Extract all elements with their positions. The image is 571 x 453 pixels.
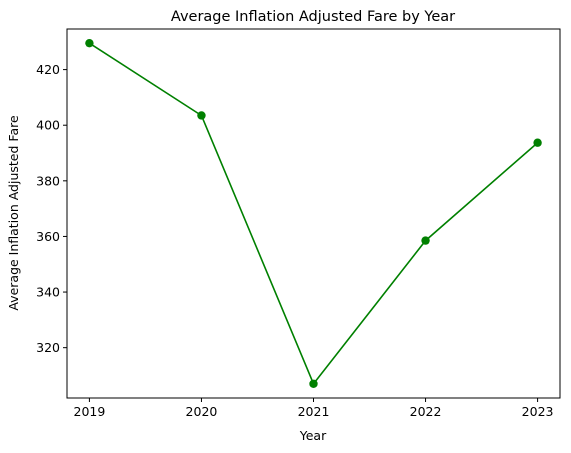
y-tick-label: 380 <box>36 173 60 188</box>
y-axis-label: Average Inflation Adjusted Fare <box>6 115 21 311</box>
data-point <box>85 38 94 48</box>
chart-title: Average Inflation Adjusted Fare by Year <box>171 9 455 25</box>
y-tick-label: 320 <box>36 340 60 355</box>
x-axis-label: Year <box>299 428 327 443</box>
x-tick-label: 2023 <box>522 404 554 419</box>
data-point <box>197 111 206 120</box>
y-tick-label: 340 <box>36 285 60 300</box>
x-tick-label: 2020 <box>186 404 218 419</box>
x-axis: 2019 2020 2021 2022 2023 <box>74 398 554 419</box>
y-tick-label: 400 <box>36 118 60 133</box>
data-point <box>309 379 318 389</box>
y-tick-label: 420 <box>36 62 60 77</box>
series-line <box>88 42 539 386</box>
data-point <box>533 138 542 147</box>
x-tick-label: 2022 <box>410 404 442 419</box>
series-layer <box>85 38 542 389</box>
y-tick-label: 360 <box>36 229 60 244</box>
data-point <box>421 236 430 245</box>
x-tick-label: 2021 <box>298 404 330 419</box>
x-tick-label: 2019 <box>74 404 106 419</box>
y-axis: 320 340 360 380 400 420 <box>36 62 67 355</box>
plot-area-frame <box>66 28 561 399</box>
